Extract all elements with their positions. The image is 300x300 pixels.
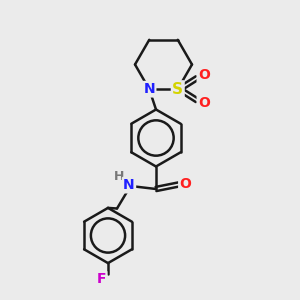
Text: O: O: [179, 178, 191, 191]
Text: N: N: [123, 178, 135, 192]
Text: O: O: [198, 68, 210, 82]
Text: S: S: [172, 82, 183, 97]
Text: O: O: [198, 96, 210, 110]
Text: H: H: [114, 170, 124, 184]
Text: F: F: [97, 272, 106, 286]
Text: N: N: [143, 82, 155, 96]
